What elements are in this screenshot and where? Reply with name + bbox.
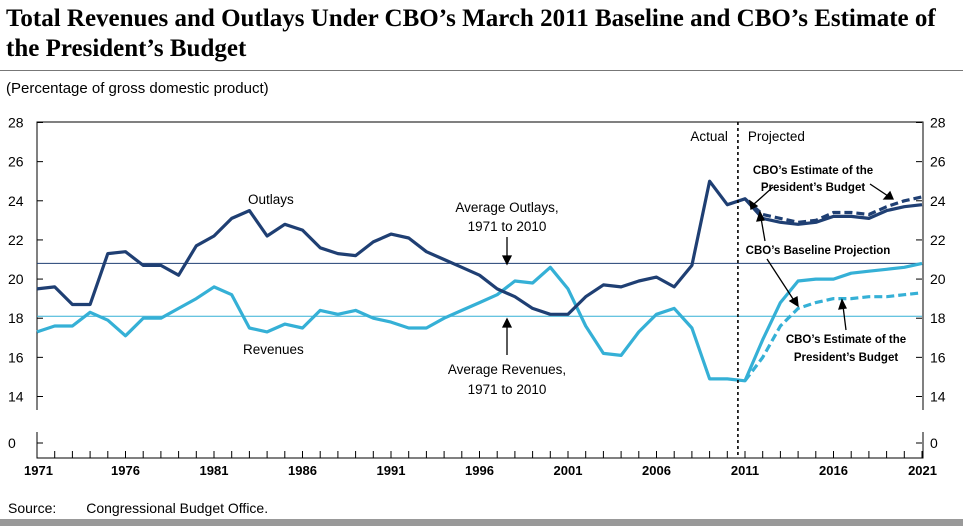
president-budget-bottom-label-line1: CBO’s Estimate of the [786,334,906,346]
y-tick-label-left: 0 [8,435,16,451]
projected-label: Projected [748,129,805,144]
x-tick-label: 1976 [111,463,140,478]
president-budget-bottom-label-line2: President’s Budget [794,352,899,364]
president-top-arrow-1 [753,186,774,205]
y-tick-label-right: 22 [930,232,946,248]
president-budget-top-label-line2: President’s Budget [761,182,866,194]
x-tick-label: 1991 [377,463,406,478]
y-tick-label-left: 24 [8,193,24,209]
title-divider [0,70,963,71]
avg-revenues-label-line1: Average Revenues, [448,362,566,377]
revenues-label: Revenues [243,342,304,357]
y-tick-label-left: 20 [8,271,24,287]
y-tick-label-right: 24 [930,193,946,209]
president-top-arrowhead-1 [749,199,759,210]
y-tick-label-right: 26 [930,154,946,170]
y-tick-label-left: 16 [8,349,24,365]
avg-revenues-label-line2: 1971 to 2010 [468,382,547,397]
x-tick-label: 2016 [819,463,848,478]
avg-outlays-label-line1: Average Outlays, [455,200,558,215]
source-text: Congressional Budget Office. [86,500,269,516]
president-top-arrowhead-2 [882,190,894,200]
baseline-projection-label: CBO’s Baseline Projection [746,245,891,257]
baseline-arrow-2 [766,258,796,303]
president-bottom-arrow [842,305,847,331]
y-tick-label-left: 28 [8,115,24,131]
y-tick-label-right: 20 [930,271,946,287]
y-tick-label-left: 18 [8,310,24,326]
source-label: Source: [8,500,57,516]
avg-revenues-arrowhead [501,317,513,328]
baseline-arrowhead-2 [788,295,799,308]
avg-outlays-label-line2: 1971 to 2010 [468,219,547,234]
baseline-arrowhead-1 [756,210,765,222]
y-tick-label-right: 0 [930,435,938,451]
chart-subtitle: (Percentage of gross domestic product) [6,80,269,97]
president-bottom-arrowhead [838,298,847,310]
president-budget-top-label-line1: CBO’s Estimate of the [753,165,873,177]
y-tick-label-left: 26 [8,154,24,170]
president-revenues-dashed-line [743,291,923,382]
x-tick-label: 1981 [200,463,229,478]
actual-label: Actual [690,129,728,144]
chart-title: Total Revenues and Outlays Under CBO’s M… [6,5,936,62]
source-note: Source: Congressional Budget Office. [8,500,268,516]
x-tick-label: 1971 [24,463,53,478]
revenues-series-line [36,261,923,383]
president-outlays-dashed-line [743,195,923,224]
x-tick-label: 2021 [908,463,937,478]
president-top-arrow-2 [869,183,889,197]
baseline-arrow-1 [760,217,766,242]
x-tick-label: 2011 [731,463,759,478]
x-tick-label: 2006 [642,463,671,478]
bottom-divider [0,519,963,526]
outlays-label: Outlays [248,192,294,207]
x-tick-label: 1996 [465,463,494,478]
x-tick-label: 1986 [288,463,317,478]
y-tick-label-right: 18 [930,310,946,326]
x-tick-label: 2001 [554,463,583,478]
y-tick-label-right: 28 [930,115,946,131]
y-tick-label-right: 14 [930,389,946,405]
outlays-series-line [36,179,923,316]
y-tick-label-left: 22 [8,232,24,248]
y-tick-label-left: 14 [8,389,24,405]
y-tick-label-right: 16 [930,349,946,365]
avg-outlays-arrowhead [501,255,513,266]
